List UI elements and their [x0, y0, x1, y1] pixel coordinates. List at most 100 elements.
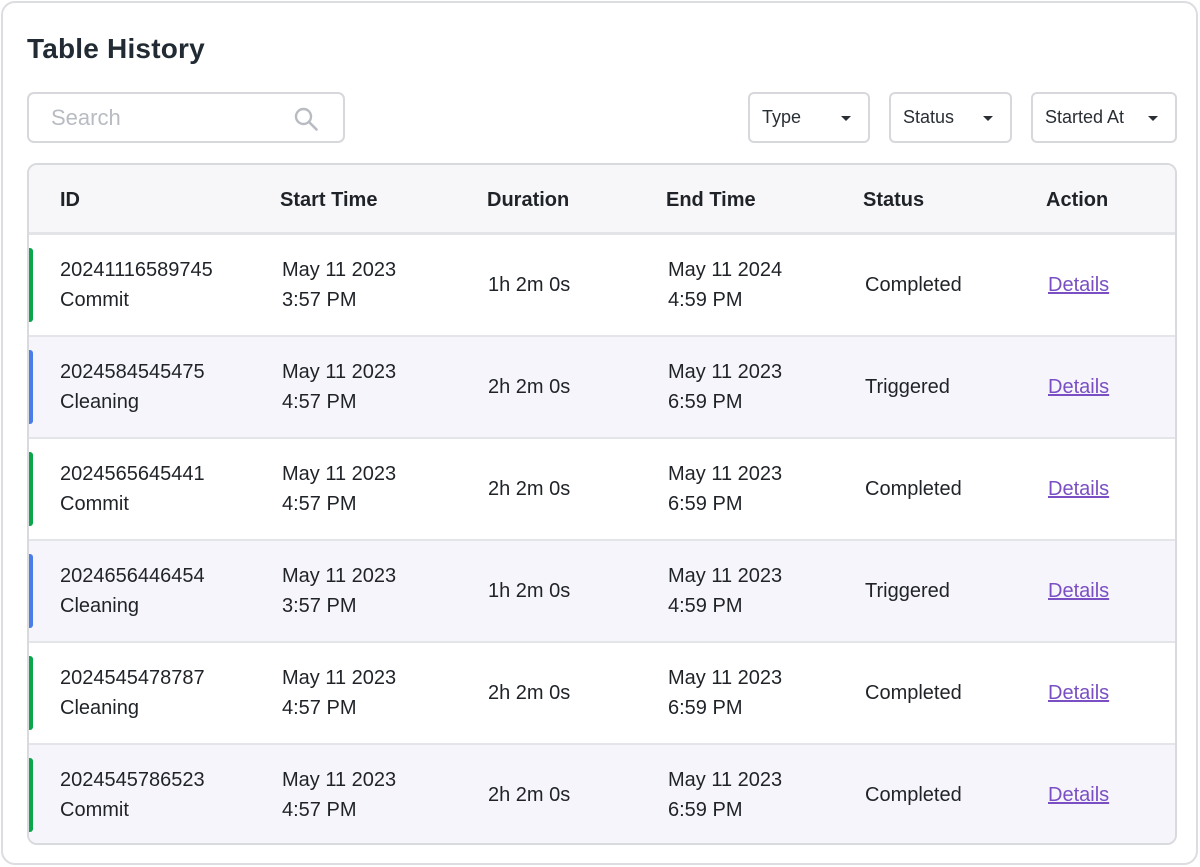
- end-date: May 11 2023: [668, 769, 783, 791]
- row-id: 2024584545475: [60, 361, 205, 383]
- status-indicator-bar: [29, 248, 33, 322]
- type-filter-dropdown[interactable]: Type: [748, 92, 870, 143]
- column-header-id: ID: [60, 189, 80, 211]
- search-icon[interactable]: [293, 106, 319, 132]
- start-date: May 11 2023: [282, 259, 397, 281]
- end-clock: 4:59 PM: [668, 289, 743, 311]
- end-clock: 6:59 PM: [668, 697, 743, 719]
- table-header: ID Start Time Duration End Time Status A…: [29, 165, 1175, 235]
- id-cell: 2024565645441 Commit: [60, 459, 205, 519]
- end-date: May 11 2023: [668, 565, 783, 587]
- start-clock: 3:57 PM: [282, 595, 357, 617]
- start-clock: 4:57 PM: [282, 493, 357, 515]
- table-row: 2024565645441 Commit May 11 2023 4:57 PM…: [29, 439, 1175, 541]
- started-at-filter-label: Started At: [1045, 107, 1125, 127]
- id-cell: 2024545478787 Cleaning: [60, 663, 205, 723]
- row-type: Commit: [60, 799, 129, 821]
- start-date: May 11 2023: [282, 565, 397, 587]
- start-clock: 4:57 PM: [282, 697, 357, 719]
- start-time-cell: May 11 2023 4:57 PM: [282, 357, 396, 417]
- status-cell: Completed: [865, 478, 962, 500]
- details-link[interactable]: Details: [1048, 478, 1110, 500]
- row-type: Commit: [60, 289, 129, 311]
- end-clock: 4:59 PM: [668, 595, 743, 617]
- id-cell: 2024545786523 Commit: [60, 765, 205, 825]
- end-date: May 11 2023: [668, 361, 783, 383]
- end-date: May 11 2024: [668, 259, 783, 281]
- end-time-cell: May 11 2023 6:59 PM: [668, 765, 782, 825]
- end-clock: 6:59 PM: [668, 493, 743, 515]
- end-clock: 6:59 PM: [668, 799, 743, 821]
- start-date: May 11 2023: [282, 361, 397, 383]
- end-time-cell: May 11 2023 6:59 PM: [668, 459, 782, 519]
- history-table: ID Start Time Duration End Time Status A…: [27, 163, 1177, 845]
- row-id: 20241116589745: [60, 259, 213, 281]
- search-box[interactable]: [27, 92, 345, 143]
- start-time-cell: May 11 2023 3:57 PM: [282, 561, 396, 621]
- end-clock: 6:59 PM: [668, 391, 743, 413]
- status-cell: Triggered: [865, 376, 950, 398]
- start-date: May 11 2023: [282, 769, 397, 791]
- status-indicator-bar: [29, 350, 33, 424]
- row-id: 2024545786523: [60, 769, 205, 791]
- caret-down-icon: [983, 116, 993, 121]
- start-time-cell: May 11 2023 4:57 PM: [282, 459, 396, 519]
- status-filter-label: Status: [903, 107, 955, 127]
- end-date: May 11 2023: [668, 463, 783, 485]
- column-header-end-time: End Time: [666, 189, 756, 211]
- row-type: Commit: [60, 493, 129, 515]
- details-link[interactable]: Details: [1048, 784, 1110, 806]
- start-clock: 4:57 PM: [282, 391, 357, 413]
- column-header-duration: Duration: [487, 189, 570, 211]
- started-at-filter-dropdown[interactable]: Started At: [1031, 92, 1177, 143]
- details-link[interactable]: Details: [1048, 376, 1110, 398]
- duration-cell: 2h 2m 0s: [488, 376, 571, 398]
- end-time-cell: May 11 2023 4:59 PM: [668, 561, 782, 621]
- status-indicator-bar: [29, 554, 33, 628]
- row-id: 2024565645441: [60, 463, 205, 485]
- row-id: 2024656446454: [60, 565, 205, 587]
- start-time-cell: May 11 2023 3:57 PM: [282, 255, 396, 315]
- status-filter-dropdown[interactable]: Status: [889, 92, 1012, 143]
- table-row: 2024584545475 Cleaning May 11 2023 4:57 …: [29, 337, 1175, 439]
- duration-cell: 1h 2m 0s: [488, 580, 571, 602]
- end-time-cell: May 11 2023 6:59 PM: [668, 357, 782, 417]
- duration-cell: 2h 2m 0s: [488, 784, 571, 806]
- status-cell: Completed: [865, 682, 962, 704]
- table-row: 2024545786523 Commit May 11 2023 4:57 PM…: [29, 745, 1175, 843]
- status-indicator-bar: [29, 452, 33, 526]
- duration-cell: 2h 2m 0s: [488, 682, 571, 704]
- search-input[interactable]: [51, 104, 301, 131]
- start-date: May 11 2023: [282, 667, 397, 689]
- row-type: Cleaning: [60, 697, 139, 719]
- start-time-cell: May 11 2023 4:57 PM: [282, 765, 396, 825]
- duration-cell: 1h 2m 0s: [488, 274, 571, 296]
- status-cell: Completed: [865, 274, 962, 296]
- status-cell: Triggered: [865, 580, 950, 602]
- details-link[interactable]: Details: [1048, 274, 1110, 296]
- row-type: Cleaning: [60, 391, 139, 413]
- page-title: Table History: [27, 33, 205, 64]
- status-indicator-bar: [29, 758, 33, 832]
- table-row: 2024545478787 Cleaning May 11 2023 4:57 …: [29, 643, 1175, 745]
- id-cell: 2024656446454 Cleaning: [60, 561, 205, 621]
- id-cell: 20241116589745 Commit: [60, 255, 213, 315]
- column-header-status: Status: [863, 189, 925, 211]
- column-header-start-time: Start Time: [280, 189, 378, 211]
- start-clock: 4:57 PM: [282, 799, 357, 821]
- start-date: May 11 2023: [282, 463, 397, 485]
- table-row: 2024656446454 Cleaning May 11 2023 3:57 …: [29, 541, 1175, 643]
- caret-down-icon: [1148, 116, 1158, 121]
- table-row: 20241116589745 Commit May 11 2023 3:57 P…: [29, 235, 1175, 337]
- status-cell: Completed: [865, 784, 962, 806]
- details-link[interactable]: Details: [1048, 580, 1110, 602]
- id-cell: 2024584545475 Cleaning: [60, 357, 205, 417]
- details-link[interactable]: Details: [1048, 682, 1110, 704]
- end-date: May 11 2023: [668, 667, 783, 689]
- column-header-action: Action: [1046, 189, 1109, 211]
- end-time-cell: May 11 2023 6:59 PM: [668, 663, 782, 723]
- duration-cell: 2h 2m 0s: [488, 478, 571, 500]
- type-filter-label: Type: [762, 107, 802, 127]
- start-clock: 3:57 PM: [282, 289, 357, 311]
